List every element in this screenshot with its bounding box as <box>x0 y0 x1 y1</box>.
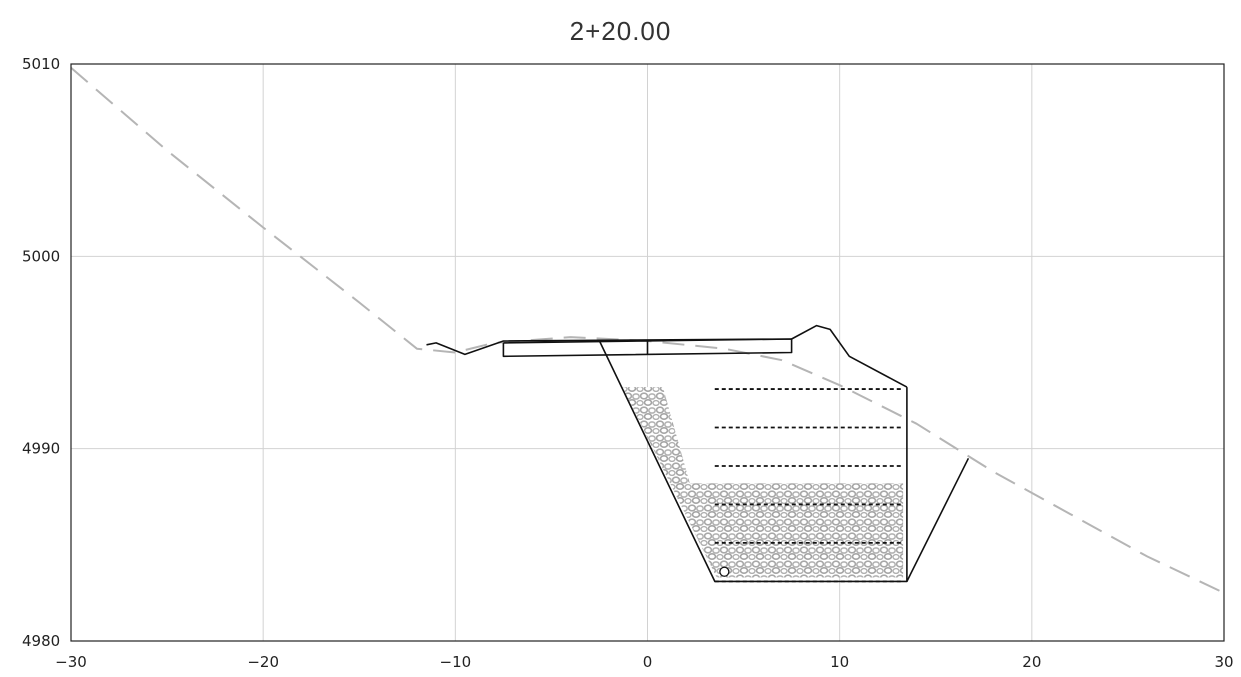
x-tick-label: 10 <box>830 653 849 671</box>
proposed-surface-line <box>426 324 908 388</box>
y-tick-label: 4980 <box>22 632 60 650</box>
section-station-title: 2+20.00 <box>569 16 672 46</box>
drain-pipe-symbol <box>719 566 730 577</box>
x-tick-label: −20 <box>247 653 279 671</box>
y-tick-label: 5000 <box>22 247 60 265</box>
x-tick-label: −10 <box>440 653 472 671</box>
excavation-outline-line <box>598 340 908 583</box>
x-tick-label: 0 <box>643 653 653 671</box>
x-tick-label: 20 <box>1022 653 1041 671</box>
plot-border <box>70 63 1225 642</box>
excavation-backslope-line <box>906 457 970 582</box>
reinforcement-layers <box>714 388 904 583</box>
plot-frame <box>70 63 1225 642</box>
x-tick-label: 30 <box>1214 653 1233 671</box>
y-tick-label: 4990 <box>22 440 60 458</box>
x-tick-label: −30 <box>55 653 87 671</box>
gravel-fill <box>622 387 904 578</box>
section-lines <box>70 67 1225 594</box>
axis-tick-labels: −30 −20 −10 0 10 20 30 4980 4990 5000 5010 <box>22 55 1234 671</box>
gravel-backfill <box>622 387 904 578</box>
y-tick-label: 5010 <box>22 55 60 73</box>
slab-line <box>502 338 793 358</box>
